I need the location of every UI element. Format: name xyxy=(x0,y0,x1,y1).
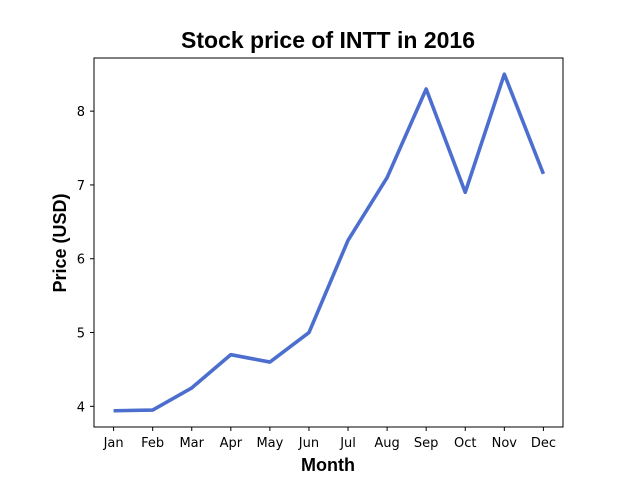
plot-frame xyxy=(93,57,564,428)
x-tick-label: Sep xyxy=(414,436,439,451)
y-tick-label: 4 xyxy=(77,400,85,415)
x-tick-label: Jun xyxy=(298,436,319,451)
y-axis-label: Price (USD) xyxy=(50,193,70,292)
x-tick-label: Mar xyxy=(179,436,204,451)
x-tick-label: May xyxy=(256,436,283,451)
chart-title: Stock price of INTT in 2016 xyxy=(181,27,475,53)
y-tick-label: 8 xyxy=(77,105,85,120)
x-tick-label: Jul xyxy=(339,436,356,451)
x-tick-label: Jan xyxy=(103,436,124,451)
x-axis-label: Month xyxy=(301,455,355,475)
x-tick-label: Feb xyxy=(141,436,164,451)
y-tick-label: 5 xyxy=(77,327,85,342)
plot-area: Jan Feb Mar Apr May Jun Jul Aug Sep Oct Nov Dec 4 5 6 7… xyxy=(77,57,564,451)
y-tick-label: 6 xyxy=(77,253,85,268)
x-tick-label: Nov xyxy=(492,436,518,451)
y-tick-label: 7 xyxy=(77,179,85,194)
x-tick-label: Apr xyxy=(220,436,243,451)
x-tick-label: Oct xyxy=(454,436,476,451)
x-tick-label: Dec xyxy=(531,436,556,451)
series-line xyxy=(113,72,546,413)
x-tick-label: Aug xyxy=(374,436,399,451)
